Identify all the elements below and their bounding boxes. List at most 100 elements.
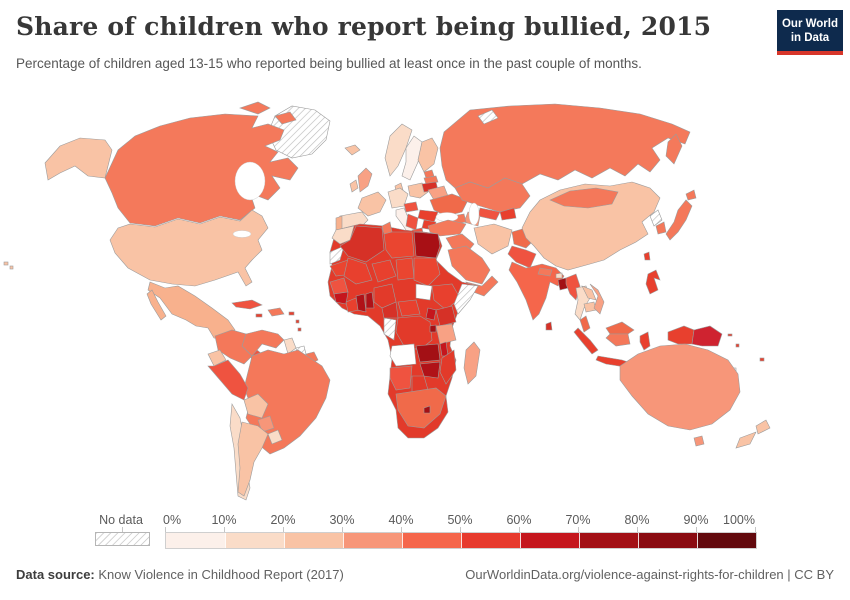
country-somalia[interactable] — [453, 283, 479, 315]
country-ukraine[interactable] — [429, 193, 469, 217]
country-turkey[interactable] — [427, 219, 467, 237]
country-mozambique[interactable] — [439, 349, 457, 385]
country-laos[interactable] — [581, 285, 597, 301]
legend-segment[interactable] — [697, 533, 756, 548]
country-uruguay[interactable] — [267, 429, 283, 445]
country-peru[interactable] — [207, 359, 249, 401]
country-jamaica[interactable] — [255, 313, 263, 318]
country-finland[interactable] — [417, 137, 439, 173]
country-zambia[interactable] — [415, 343, 441, 363]
country-fiji[interactable] — [759, 357, 765, 362]
country-russia-kamchatka[interactable] — [665, 133, 683, 165]
country-morocco[interactable] — [331, 225, 355, 245]
country-south-africa[interactable] — [395, 387, 447, 429]
country-venezuela[interactable] — [241, 329, 285, 357]
country-myanmar[interactable] — [565, 273, 581, 301]
country-congo-gabon[interactable] — [383, 317, 397, 341]
country-bolivia[interactable] — [243, 393, 269, 419]
country-mali[interactable] — [343, 257, 373, 285]
country-russia[interactable] — [439, 103, 691, 189]
legend-segment[interactable] — [638, 533, 697, 548]
country-nepal[interactable] — [537, 267, 553, 277]
country-south-korea[interactable] — [655, 221, 667, 235]
country-chad[interactable] — [395, 257, 415, 281]
country-ghana[interactable] — [355, 293, 367, 313]
country-uganda[interactable] — [425, 307, 437, 321]
country-hawaii[interactable] — [9, 265, 14, 270]
country-western-sahara[interactable] — [329, 245, 345, 265]
country-puerto-rico[interactable] — [288, 311, 295, 316]
country-libya[interactable] — [383, 231, 415, 259]
country-vietnam[interactable] — [589, 283, 605, 315]
legend-segment[interactable] — [284, 533, 343, 548]
country-australia-tasmania[interactable] — [693, 435, 705, 447]
country-malaysia[interactable] — [579, 315, 591, 333]
country-namibia[interactable] — [389, 365, 413, 391]
country-kenya[interactable] — [435, 305, 457, 327]
legend-segment[interactable] — [520, 533, 579, 548]
country-north-korea[interactable] — [649, 209, 663, 227]
country-new-zealand-south[interactable] — [735, 431, 757, 449]
country-hawaii[interactable] — [3, 261, 9, 266]
country-united-kingdom[interactable] — [357, 167, 373, 193]
country-hungary-austria[interactable] — [403, 201, 419, 213]
country-japan-hokkaido[interactable] — [685, 189, 697, 201]
country-romania[interactable] — [417, 209, 439, 223]
country-mongolia[interactable] — [549, 187, 619, 209]
country-lesser-antilles[interactable] — [295, 319, 300, 324]
country-indonesia-papua[interactable] — [667, 325, 695, 345]
country-australia[interactable] — [619, 343, 741, 431]
no-data-swatch[interactable] — [95, 532, 150, 546]
country-lesser-antilles[interactable] — [297, 327, 302, 332]
legend-segment[interactable] — [343, 533, 402, 548]
country-vanuatu[interactable] — [735, 343, 740, 348]
country-togo-benin[interactable] — [365, 291, 375, 309]
country-malaysia-borneo[interactable] — [605, 321, 635, 335]
country-niger[interactable] — [371, 259, 397, 283]
country-indonesia-sulawesi[interactable] — [639, 331, 651, 351]
legend-segment[interactable] — [579, 533, 638, 548]
country-rwanda-burundi[interactable] — [429, 324, 437, 333]
country-ethiopia[interactable] — [431, 283, 461, 311]
country-egypt[interactable] — [413, 231, 441, 259]
country-novaya-zemlya[interactable] — [477, 109, 499, 125]
country-papua-new-guinea[interactable] — [691, 325, 723, 347]
country-usa[interactable] — [109, 209, 269, 287]
country-iran[interactable] — [473, 223, 513, 255]
country-estonia[interactable] — [423, 169, 435, 179]
country-south-sudan[interactable] — [415, 283, 433, 301]
country-solomon-islands[interactable] — [727, 333, 733, 337]
country-mexico-baja[interactable] — [146, 289, 167, 321]
country-norway[interactable] — [384, 123, 413, 177]
country-japan[interactable] — [665, 199, 693, 241]
country-sri-lanka[interactable] — [545, 321, 553, 331]
country-iceland[interactable] — [344, 144, 361, 156]
legend-segment[interactable] — [402, 533, 461, 548]
country-madagascar[interactable] — [463, 341, 481, 385]
country-ireland[interactable] — [349, 179, 359, 193]
country-zimbabwe[interactable] — [419, 361, 441, 379]
country-indonesia-kalimantan[interactable] — [605, 333, 631, 347]
legend-segment[interactable] — [461, 533, 520, 548]
country-france[interactable] — [357, 191, 387, 217]
country-china[interactable] — [521, 181, 661, 271]
country-philippines[interactable] — [645, 269, 661, 295]
country-canada-island[interactable] — [239, 101, 271, 115]
legend-segment[interactable] — [225, 533, 284, 548]
country-bhutan[interactable] — [555, 272, 563, 279]
credit-line[interactable]: OurWorldinData.org/violence-against-righ… — [465, 567, 834, 582]
country-canada[interactable] — [104, 113, 299, 227]
country-portugal[interactable] — [335, 215, 343, 231]
country-kyrgyzstan-tajikistan[interactable] — [499, 207, 517, 221]
country-india[interactable] — [508, 261, 565, 321]
country-algeria[interactable] — [339, 225, 385, 263]
country-argentina[interactable] — [237, 421, 269, 497]
country-guinea[interactable] — [333, 291, 349, 305]
country-central-african-republic[interactable] — [397, 299, 421, 317]
country-canada-island[interactable] — [274, 111, 297, 125]
country-new-zealand-north[interactable] — [755, 419, 771, 435]
country-indonesia-sumatra[interactable] — [573, 327, 599, 355]
country-lesotho[interactable] — [423, 405, 431, 414]
country-cuba[interactable] — [231, 299, 263, 310]
country-alaska[interactable] — [44, 137, 113, 181]
